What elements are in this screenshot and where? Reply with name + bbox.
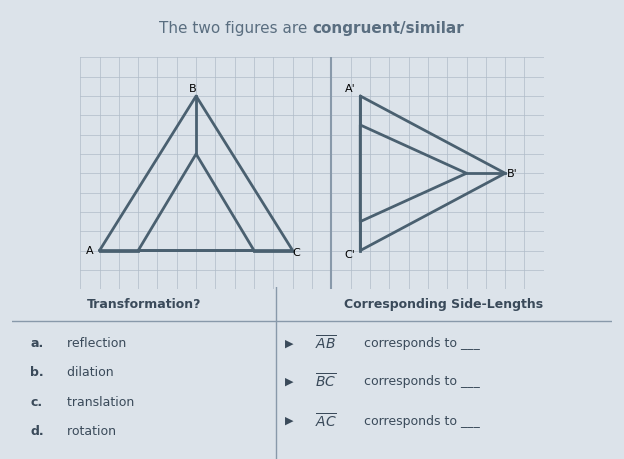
Text: A: A — [86, 246, 94, 257]
Text: Transformation?: Transformation? — [87, 297, 202, 311]
Text: $\overline{AC}$: $\overline{AC}$ — [315, 412, 337, 430]
Text: ▶: ▶ — [285, 376, 293, 386]
Text: C: C — [293, 248, 300, 258]
Text: The two figures are: The two figures are — [158, 21, 312, 36]
Text: $\overline{BC}$: $\overline{BC}$ — [315, 372, 336, 391]
Text: ▶: ▶ — [285, 416, 293, 426]
Text: B: B — [188, 84, 196, 94]
Text: translation: translation — [64, 396, 135, 409]
Text: corresponds to ___: corresponds to ___ — [360, 337, 480, 350]
Text: reflection: reflection — [64, 337, 127, 350]
Text: dilation: dilation — [64, 366, 114, 380]
Text: corresponds to ___: corresponds to ___ — [360, 414, 480, 428]
Text: rotation: rotation — [64, 425, 117, 438]
Text: corresponds to ___: corresponds to ___ — [360, 375, 480, 388]
Text: b.: b. — [31, 366, 44, 380]
Text: C': C' — [345, 250, 356, 260]
Text: a.: a. — [31, 337, 44, 350]
Text: d.: d. — [31, 425, 44, 438]
Text: ▶: ▶ — [285, 339, 293, 349]
Text: A': A' — [345, 84, 356, 94]
Text: congruent/similar: congruent/similar — [312, 21, 464, 36]
Text: Corresponding Side-Lengths: Corresponding Side-Lengths — [344, 297, 544, 311]
Text: B': B' — [507, 169, 518, 179]
Text: c.: c. — [31, 396, 42, 409]
Text: $\overline{AB}$: $\overline{AB}$ — [315, 335, 337, 353]
